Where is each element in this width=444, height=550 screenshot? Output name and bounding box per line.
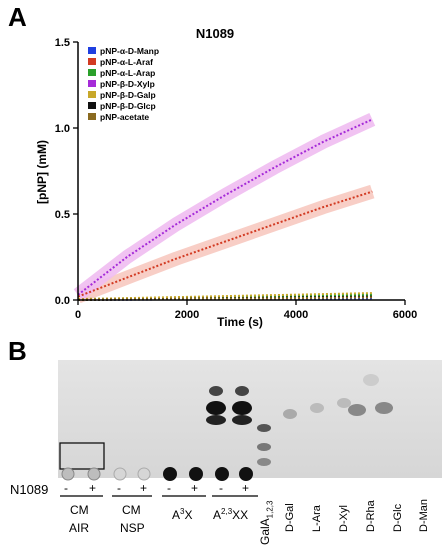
sign-4: + bbox=[140, 481, 148, 495]
sign-3: - bbox=[117, 481, 121, 495]
std-man: D-Man bbox=[418, 498, 430, 532]
group-cm-nsp-bottom: NSP bbox=[120, 521, 145, 535]
sign-6: + bbox=[191, 481, 199, 495]
legend-label-0: pNP-α-D-Manp bbox=[100, 46, 159, 56]
std-xyl: D-Xyl bbox=[338, 505, 350, 532]
x-tick-label-1: 2000 bbox=[175, 309, 199, 321]
y-tick-label-2: 1.0 bbox=[55, 123, 70, 135]
panel-letter-b: B bbox=[8, 336, 27, 366]
series-line-1 bbox=[77, 190, 373, 298]
highlight-box bbox=[59, 442, 105, 470]
sign-7: - bbox=[219, 481, 223, 495]
legend-swatch-1 bbox=[88, 58, 96, 65]
legend-label-3: pNP-β-D-Xylp bbox=[100, 79, 155, 89]
legend-label-1: pNP-α-L-Araf bbox=[100, 57, 153, 67]
gala-spots bbox=[257, 424, 271, 466]
group-a3x: A3X bbox=[172, 507, 193, 522]
chart-title: N1089 bbox=[196, 26, 234, 41]
series-line-4 bbox=[77, 292, 373, 301]
legend-label-5: pNP-β-D-Glcp bbox=[100, 101, 156, 111]
std-glc: D-Glc bbox=[392, 503, 404, 532]
x-tick-label-0: 0 bbox=[75, 309, 81, 321]
legend-label-6: pNP-acetate bbox=[100, 112, 149, 122]
x-tick-label-3: 6000 bbox=[393, 309, 417, 321]
sign-5: - bbox=[167, 481, 171, 495]
legend-swatch-3 bbox=[88, 80, 96, 87]
std-rha: D-Rha bbox=[365, 500, 377, 532]
sign-2: + bbox=[89, 481, 97, 495]
group-a23xx: A2,3XX bbox=[213, 507, 249, 522]
y-tick-label-3: 1.5 bbox=[55, 37, 70, 49]
standard-spots bbox=[283, 374, 393, 419]
legend-swatch-6 bbox=[88, 113, 96, 120]
y-tick-label-1: 0.5 bbox=[55, 209, 70, 221]
legend-label-2: pNP-α-L-Arap bbox=[100, 68, 155, 78]
kinetics-chart: 0 2000 4000 6000 0.0 0.5 1.0 1.5 N1089 Time (s)… bbox=[35, 26, 417, 329]
group-cm-air-bottom: AIR bbox=[69, 521, 90, 535]
legend-label-4: pNP-β-D-Galp bbox=[100, 90, 156, 100]
std-gal: D-Gal bbox=[284, 503, 296, 532]
sample-row-label: N1089 bbox=[10, 482, 49, 497]
group-cm-air-top: CM bbox=[70, 503, 89, 517]
legend-swatch-2 bbox=[88, 69, 96, 76]
y-tick-label-0: 0.0 bbox=[55, 295, 70, 307]
legend-swatch-4 bbox=[88, 91, 96, 98]
panel-letter-a: A bbox=[8, 2, 27, 32]
sign-8: + bbox=[242, 481, 250, 495]
sign-1: - bbox=[64, 481, 68, 495]
legend-swatch-0 bbox=[88, 47, 96, 54]
x-axis-label: Time (s) bbox=[217, 315, 263, 329]
oligo-spots bbox=[206, 386, 252, 425]
series-line-3 bbox=[77, 118, 373, 296]
origin-spots bbox=[61, 467, 253, 481]
group-cm-nsp-top: CM bbox=[122, 503, 141, 517]
legend: pNP-α-D-ManppNP-α-L-ArafpNP-α-L-ArappNP-… bbox=[88, 46, 159, 122]
std-ara: L-Ara bbox=[311, 505, 323, 532]
y-axis-label: [pNP] (mM) bbox=[35, 140, 49, 204]
std-gala: GalA1,2,3 bbox=[258, 500, 275, 545]
x-tick-label-2: 4000 bbox=[284, 309, 308, 321]
legend-swatch-5 bbox=[88, 102, 96, 109]
